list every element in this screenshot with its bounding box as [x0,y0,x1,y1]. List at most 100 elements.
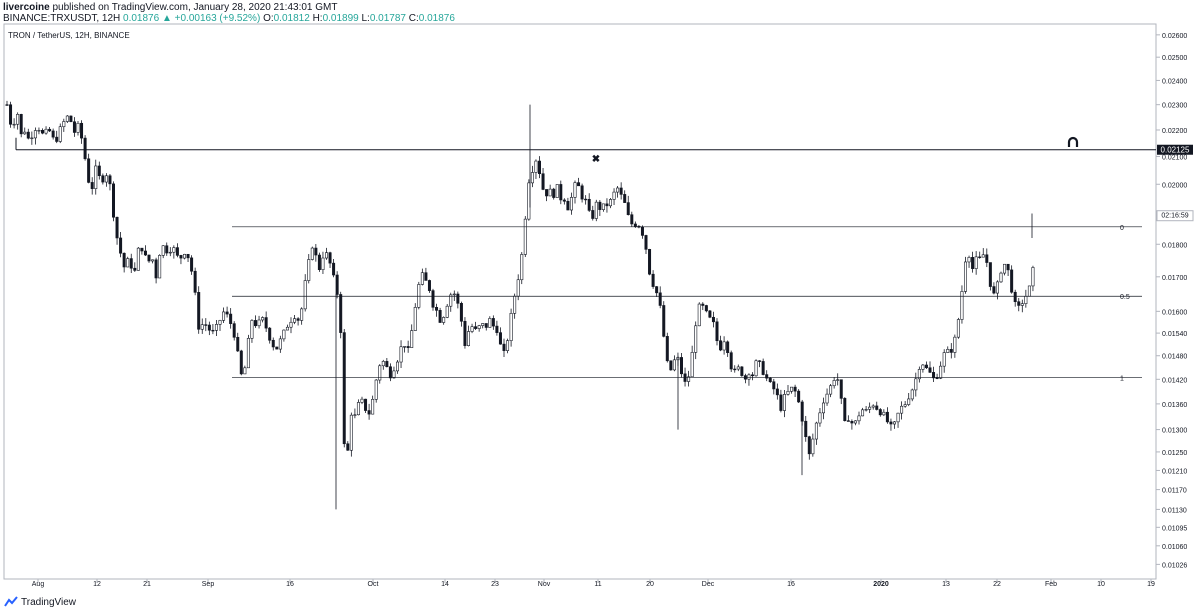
candle-body [378,365,382,381]
candle-body [633,223,637,227]
candle-body [19,114,23,135]
x-tick-label: 12 [93,581,101,588]
candle-body [435,307,439,311]
candle-body [413,307,417,331]
x-tick-label: 22 [993,581,1001,588]
x-tick-label: Feb [1045,581,1057,588]
countdown-label: 02:16:59 [1161,213,1188,220]
candle-body [463,320,467,346]
candle-body [761,361,765,375]
candle-body [30,137,34,140]
candle-body [864,409,868,411]
candle-body [257,319,261,327]
candle-body [679,357,683,375]
candle-body [317,254,321,271]
candle-body [168,251,172,254]
candle-body [545,189,549,197]
candle-body [953,336,957,353]
candle-body [119,237,123,254]
candle-body [481,323,485,326]
close-value: 0.01876 [418,13,455,24]
magnet-icon[interactable] [1067,136,1079,147]
publisher-name[interactable]: livercoine [3,2,50,13]
candle-body [403,346,407,348]
candle-body [65,115,69,122]
time-axis[interactable]: Aug 12 21 Sep 16 Oct 14 23 Nov 11 20 Dec 16 2020 13 22 F… [32,579,1155,588]
symbol-label: BINANCE:TRXUSDT, 12H [3,13,121,24]
candle-body [704,305,708,312]
candle-body [548,188,552,197]
candle-body [697,303,701,327]
close-label: C: [408,13,419,24]
candle-body [48,128,52,132]
candle-body [1013,291,1017,303]
candle-body [431,290,435,308]
candle-body [296,318,300,321]
candle-body [51,130,55,138]
candle-body [452,293,456,296]
candle-body [399,346,403,363]
candle-body [300,308,304,321]
candle-body [537,160,541,175]
candle-body [651,273,655,287]
candle-body [332,262,336,276]
candle-body [516,279,520,297]
candle-body [356,402,360,416]
price-axis[interactable]: 0.02600 0.02500 0.02400 0.02300 0.02200 0.021… [1156,33,1187,570]
candle-body [491,318,495,327]
high-label: H: [312,13,323,24]
candle-body [9,104,13,125]
candle-body [850,421,854,424]
candle-body [129,258,133,269]
candle-body [449,294,453,307]
candle-body [750,374,754,377]
candle-body [200,324,204,330]
x-tick-label: Dec [702,581,715,588]
candle-body [598,201,602,210]
fib-retracement[interactable]: 00.51 [232,225,1142,382]
candle-body [559,184,563,201]
x-tick-label: 20 [646,581,654,588]
candle-body [250,320,254,339]
y-tick-label: 0.01300 [1162,428,1187,435]
tradingview-logo-icon [4,596,18,607]
candle-body [254,320,258,327]
candle-body [44,128,48,134]
candle-body [821,402,825,414]
candle-body [438,310,442,323]
candle-body [605,203,609,207]
candle-body [566,200,570,211]
candle-body [889,421,893,425]
fib-level-label: 1 [1120,375,1124,382]
x-tick-label: 13 [942,581,950,588]
candle-body [218,320,222,325]
cross-marker-icon: ✖ [592,154,600,165]
candle-body [381,361,385,367]
candle-body [239,350,243,375]
candle-body [289,321,293,328]
candle-body [935,377,939,379]
candle-body [5,104,9,106]
candle-body [94,165,98,189]
footer-brand[interactable]: TradingView [4,596,76,608]
y-tick-label: 0.01210 [1162,468,1187,475]
candle-body [520,254,524,281]
candle-body [981,254,985,258]
candle-body [33,130,37,139]
y-tick-label: 0.01420 [1162,377,1187,384]
candle-body [690,352,694,378]
candle-body [797,390,801,403]
candle-body [371,399,375,415]
y-tick-label: 0.02500 [1162,55,1187,62]
y-tick-label: 0.01130 [1162,507,1187,514]
candle-body [658,292,662,306]
candle-body [367,410,371,415]
candle-body [442,317,446,323]
candle-body [928,367,932,373]
candle-body [729,352,733,370]
candle-body [758,360,762,362]
candle-body [790,386,794,392]
candle-body [701,303,705,306]
candle-body [711,316,715,323]
